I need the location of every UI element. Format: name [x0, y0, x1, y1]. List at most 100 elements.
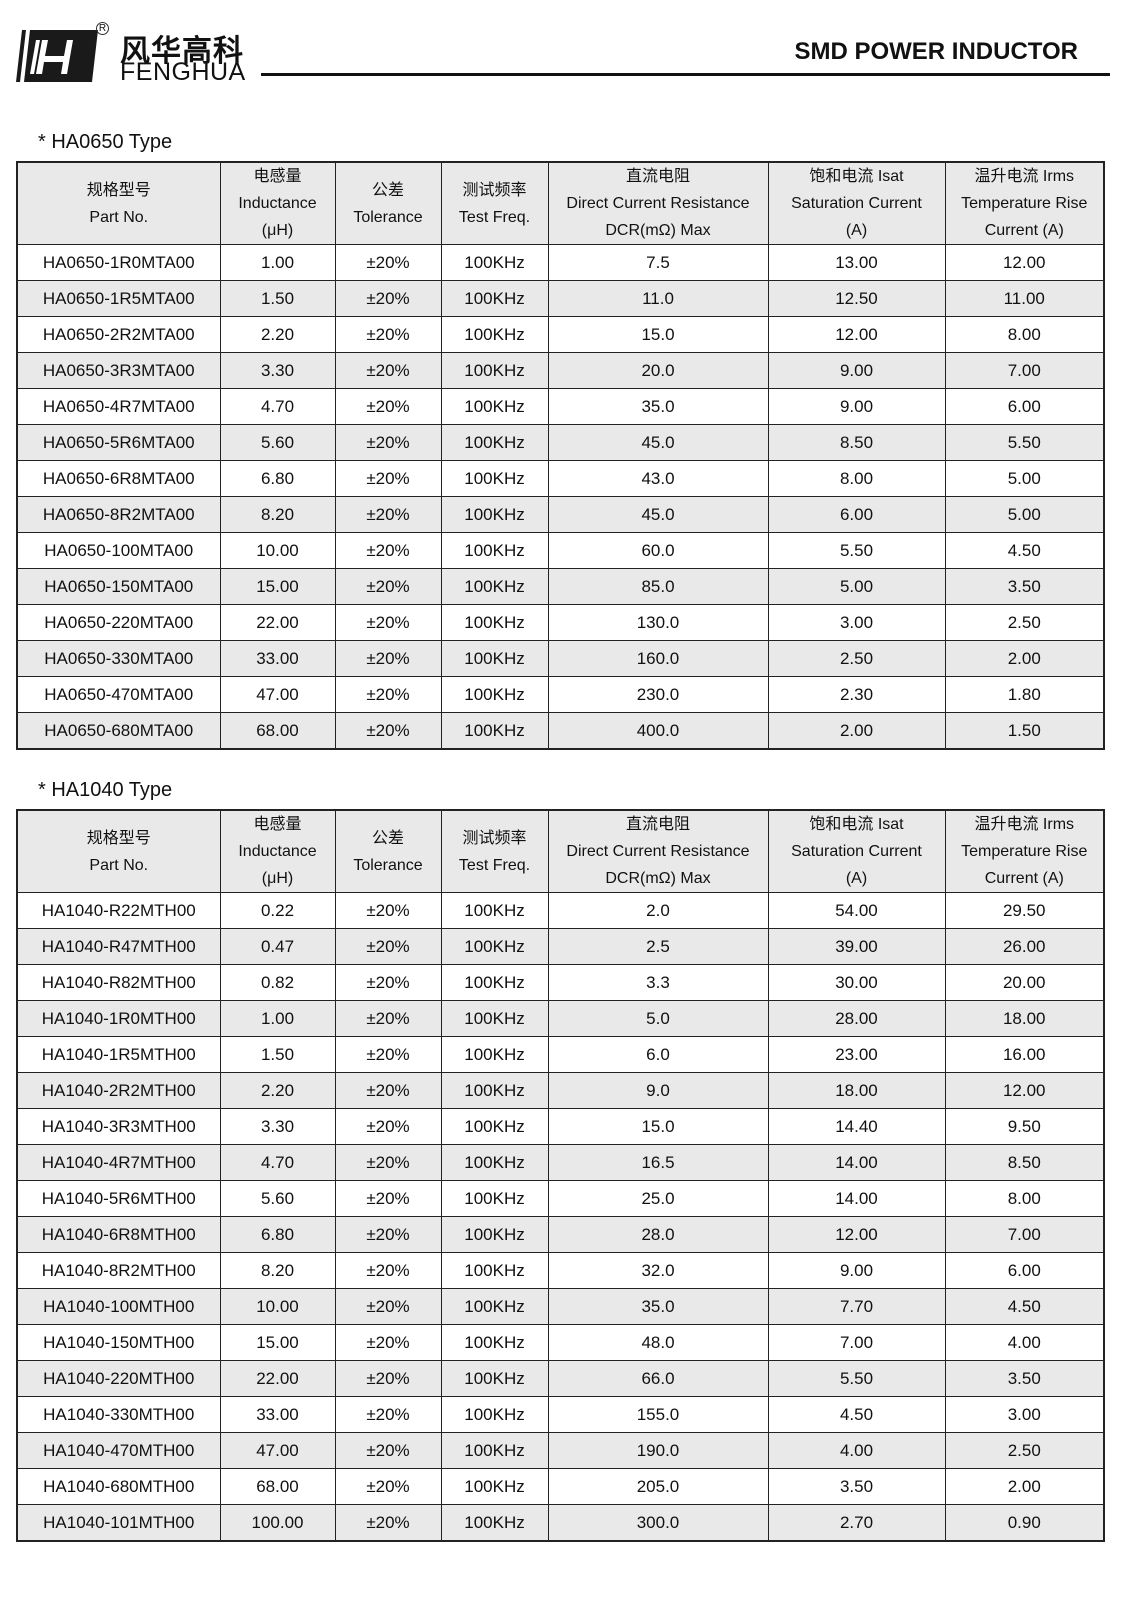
- cell-part-no: HA1040-100MTH00: [16, 1288, 221, 1325]
- cell-isat: 5.50: [767, 532, 946, 569]
- cell-irms: 26.00: [944, 928, 1105, 965]
- cell-isat: 3.00: [767, 604, 946, 641]
- cell-test-freq: 100KHz: [440, 1072, 549, 1109]
- cell-inductance: 47.00: [219, 1432, 336, 1469]
- cell-dcr: 300.0: [547, 1504, 769, 1542]
- table-row: HA0650-100MTA00 10.00 ±20% 100KHz 60.0 5.50 4.…: [16, 532, 1105, 569]
- cell-dcr: 11.0: [547, 280, 769, 317]
- table-row: HA0650-4R7MTA00 4.70 ±20% 100KHz 35.0 9.00 6.0…: [16, 388, 1105, 425]
- cell-tolerance: ±20%: [334, 1000, 442, 1037]
- cell-irms: 8.00: [944, 316, 1105, 353]
- column-header-dcr: 直流电阻 Direct Current Resistance DCR(mΩ) Max: [547, 161, 769, 245]
- table-row: HA1040-100MTH00 10.00 ±20% 100KHz 35.0 7.70 4.…: [16, 1288, 1105, 1325]
- cell-isat: 54.00: [767, 892, 946, 929]
- cell-isat: 5.00: [767, 568, 946, 605]
- cell-test-freq: 100KHz: [440, 1288, 549, 1325]
- table-row: HA1040-150MTH00 15.00 ±20% 100KHz 48.0 7.00 4.…: [16, 1324, 1105, 1361]
- cell-inductance: 47.00: [219, 676, 336, 713]
- cell-dcr: 60.0: [547, 532, 769, 569]
- cell-tolerance: ±20%: [334, 676, 442, 713]
- column-header-tolerance: 公差 Tolerance: [334, 161, 442, 245]
- document-title: SMD POWER INDUCTOR: [794, 38, 1078, 65]
- cell-dcr: 205.0: [547, 1468, 769, 1505]
- cell-inductance: 2.20: [219, 1072, 336, 1109]
- cell-irms: 7.00: [944, 352, 1105, 389]
- table-row: HA0650-470MTA00 47.00 ±20% 100KHz 230.0 2.30 1…: [16, 676, 1105, 713]
- table-row: HA1040-220MTH00 22.00 ±20% 100KHz 66.0 5.50 3.…: [16, 1360, 1105, 1397]
- cell-dcr: 160.0: [547, 640, 769, 677]
- cell-part-no: HA1040-470MTH00: [16, 1432, 221, 1469]
- cell-inductance: 68.00: [219, 712, 336, 750]
- column-header-line: DCR(mΩ) Max: [605, 870, 711, 887]
- cell-irms: 5.00: [944, 496, 1105, 533]
- cell-irms: 9.50: [944, 1108, 1105, 1145]
- cell-dcr: 45.0: [547, 496, 769, 533]
- column-header-test-freq: 测试频率 Test Freq.: [440, 161, 549, 245]
- table-row: HA0650-1R0MTA00 1.00 ±20% 100KHz 7.5 13.00 12.…: [16, 244, 1105, 281]
- cell-irms: 12.00: [944, 244, 1105, 281]
- cell-tolerance: ±20%: [334, 316, 442, 353]
- cell-dcr: 15.0: [547, 1108, 769, 1145]
- cell-inductance: 1.00: [219, 1000, 336, 1037]
- header-row: 规格型号 Part No. 电感量 Inductance (μH) 公差 Tolerance…: [16, 161, 1105, 245]
- cell-tolerance: ±20%: [334, 1504, 442, 1542]
- cell-isat: 13.00: [767, 244, 946, 281]
- column-header-line: 直流电阻: [625, 168, 690, 185]
- table-row: HA1040-470MTH00 47.00 ±20% 100KHz 190.0 4.00 2…: [16, 1432, 1105, 1469]
- cell-part-no: HA1040-1R0MTH00: [16, 1000, 221, 1037]
- cell-irms: 2.00: [944, 640, 1105, 677]
- cell-part-no: HA0650-3R3MTA00: [16, 352, 221, 389]
- cell-tolerance: ±20%: [334, 244, 442, 281]
- cell-test-freq: 100KHz: [440, 352, 549, 389]
- cell-isat: 12.00: [767, 1216, 946, 1253]
- cell-part-no: HA1040-8R2MTH00: [16, 1252, 221, 1289]
- section-title-ha0650: * HA0650 Type: [38, 131, 173, 153]
- cell-tolerance: ±20%: [334, 352, 442, 389]
- cell-irms: 4.00: [944, 1324, 1105, 1361]
- cell-inductance: 10.00: [219, 532, 336, 569]
- column-header-line: 温升电流 Irms: [974, 168, 1075, 185]
- column-header-line: (μH): [261, 222, 294, 239]
- cell-inductance: 4.70: [219, 388, 336, 425]
- cell-part-no: HA0650-330MTA00: [16, 640, 221, 677]
- header-row: 规格型号 Part No. 电感量 Inductance (μH) 公差 Tolerance…: [16, 809, 1105, 893]
- cell-tolerance: ±20%: [334, 388, 442, 425]
- cell-irms: 2.50: [944, 1432, 1105, 1469]
- cell-dcr: 20.0: [547, 352, 769, 389]
- cell-dcr: 45.0: [547, 424, 769, 461]
- table-row: HA0650-220MTA00 22.00 ±20% 100KHz 130.0 3.00 2…: [16, 604, 1105, 641]
- column-header-line: Inductance: [238, 195, 317, 212]
- cell-isat: 2.30: [767, 676, 946, 713]
- cell-isat: 9.00: [767, 1252, 946, 1289]
- cell-dcr: 25.0: [547, 1180, 769, 1217]
- cell-irms: 18.00: [944, 1000, 1105, 1037]
- cell-irms: 11.00: [944, 280, 1105, 317]
- cell-test-freq: 100KHz: [440, 568, 549, 605]
- cell-irms: 12.00: [944, 1072, 1105, 1109]
- cell-isat: 5.50: [767, 1360, 946, 1397]
- column-header-line: 温升电流 Irms: [974, 816, 1075, 833]
- cell-irms: 1.80: [944, 676, 1105, 713]
- cell-tolerance: ±20%: [334, 532, 442, 569]
- header-rule: [261, 73, 1110, 76]
- brand-name-chinese: 风华高科: [120, 34, 244, 69]
- cell-tolerance: ±20%: [334, 1432, 442, 1469]
- cell-irms: 2.50: [944, 604, 1105, 641]
- cell-test-freq: 100KHz: [440, 280, 549, 317]
- cell-tolerance: ±20%: [334, 928, 442, 965]
- cell-irms: 5.00: [944, 460, 1105, 497]
- cell-dcr: 2.5: [547, 928, 769, 965]
- cell-isat: 8.00: [767, 460, 946, 497]
- cell-irms: 20.00: [944, 964, 1105, 1001]
- cell-part-no: HA0650-1R5MTA00: [16, 280, 221, 317]
- column-header-line: Current (A): [984, 222, 1064, 239]
- column-header-test-freq: 测试频率 Test Freq.: [440, 809, 549, 893]
- cell-inductance: 4.70: [219, 1144, 336, 1181]
- cell-dcr: 190.0: [547, 1432, 769, 1469]
- cell-part-no: HA0650-2R2MTA00: [16, 316, 221, 353]
- cell-part-no: HA1040-2R2MTH00: [16, 1072, 221, 1109]
- cell-test-freq: 100KHz: [440, 676, 549, 713]
- cell-tolerance: ±20%: [334, 496, 442, 533]
- table-row: HA1040-R82MTH00 0.82 ±20% 100KHz 3.3 30.00 20.…: [16, 964, 1105, 1001]
- cell-dcr: 3.3: [547, 964, 769, 1001]
